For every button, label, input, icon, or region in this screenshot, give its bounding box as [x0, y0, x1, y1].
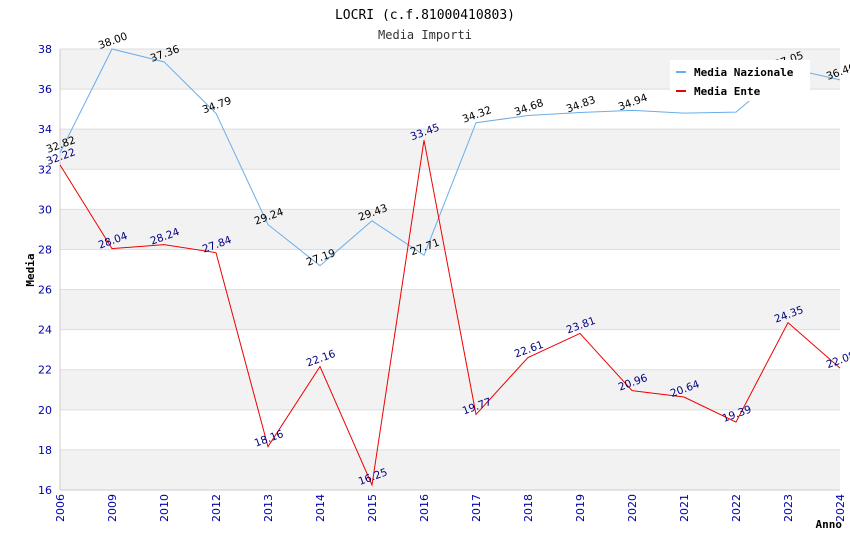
x-tick-label: 2018: [522, 494, 535, 522]
legend-label: Media Nazionale: [694, 66, 794, 79]
x-tick-label: 2020: [626, 494, 639, 522]
grid-band: [60, 209, 840, 250]
legend-label: Media Ente: [694, 85, 761, 98]
grid-band: [60, 249, 840, 290]
x-tick-label: 2013: [262, 494, 275, 522]
series-line-media-nazionale: [59, 48, 841, 267]
y-tick-label: 18: [38, 444, 52, 457]
y-tick-label: 16: [38, 484, 52, 497]
grid-lines: [59, 48, 840, 491]
grid-band: [60, 129, 840, 170]
grid-band: [60, 409, 840, 450]
grid-band: [60, 449, 840, 490]
x-tick-label: 2010: [158, 494, 171, 522]
y-tick-label: 24: [38, 324, 52, 337]
x-tick-label: 2012: [210, 494, 223, 522]
x-tick-label: 2009: [106, 494, 119, 522]
x-axis-label: Anno: [816, 518, 843, 531]
y-tick-label: 20: [38, 404, 52, 417]
x-tick-label: 2015: [366, 494, 379, 522]
series-lines: [59, 48, 841, 487]
y-axis-ticks: 16 18 20 22 24 26 28 30 32 34 36 38: [38, 43, 52, 497]
y-tick-label: 34: [38, 123, 52, 136]
x-tick-label: 2006: [54, 494, 67, 522]
x-tick-label: 2019: [574, 494, 587, 522]
y-axis-label: Media: [24, 253, 37, 286]
y-tick-label: 32: [38, 163, 52, 176]
y-tick-label: 22: [38, 364, 52, 377]
legend: Media Nazionale Media Ente: [670, 60, 810, 101]
x-tick-label: 2022: [730, 494, 743, 522]
chart-subtitle: Media Importi: [378, 28, 472, 42]
x-axis-ticks: 2006 2009 2010 2012 2013 2014 2015 2016 2017 2018…: [54, 494, 847, 522]
y-tick-label: 36: [38, 83, 52, 96]
y-tick-label: 28: [38, 243, 52, 256]
grid-band: [60, 369, 840, 410]
x-tick-label: 2021: [678, 494, 691, 522]
grid-bands: [60, 49, 840, 490]
x-tick-label: 2017: [470, 494, 483, 522]
x-tick-label: 2024: [834, 494, 847, 522]
grid-band: [60, 329, 840, 370]
grid-band: [60, 289, 840, 330]
y-tick-label: 30: [38, 203, 52, 216]
y-tick-label: 38: [38, 43, 52, 56]
x-tick-label: 2023: [782, 494, 795, 522]
x-tick-label: 2014: [314, 494, 327, 522]
x-tick-label: 2016: [418, 494, 431, 522]
legend-box: [670, 60, 810, 101]
chart-title: LOCRI (c.f.81000410803): [335, 8, 515, 23]
y-tick-label: 26: [38, 284, 52, 297]
series-line-media-ente: [59, 140, 841, 487]
